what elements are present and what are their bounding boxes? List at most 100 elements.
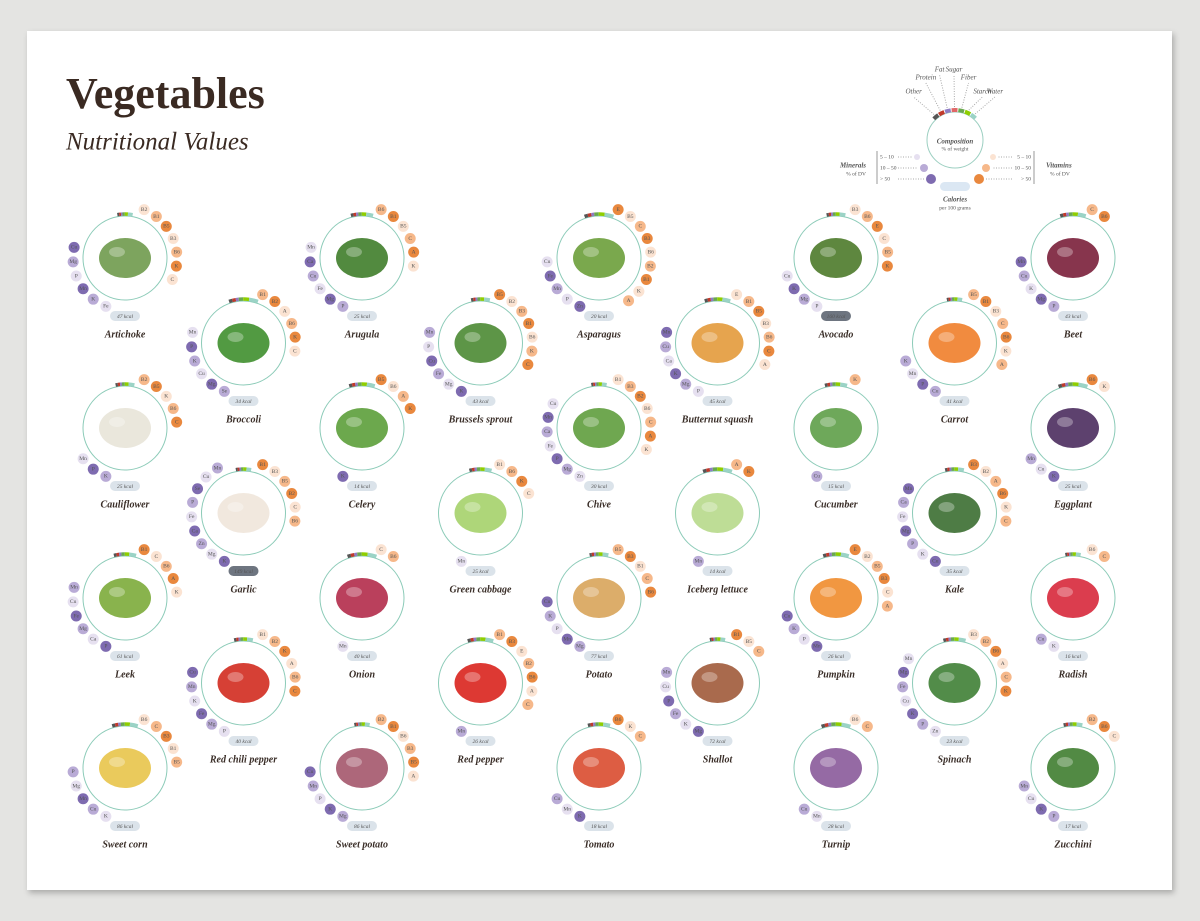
vitamin-dot	[404, 743, 416, 755]
vitamin-label: B1	[170, 746, 177, 752]
mineral-label: Mg	[563, 466, 571, 472]
mineral-label: P	[72, 769, 75, 775]
mineral-label: Cu	[429, 358, 436, 364]
composition-segment	[248, 297, 259, 304]
vitamin-dot	[645, 586, 657, 598]
vitamin-dot	[612, 204, 624, 216]
vitamin-label: B3	[509, 639, 516, 645]
vitamin-dot	[871, 220, 883, 232]
mineral-dot	[77, 283, 89, 295]
mineral-label: K	[104, 814, 108, 820]
mineral-dot	[661, 326, 673, 338]
mineral-dot	[660, 341, 672, 353]
legend-composition-unit: % of weight	[942, 145, 969, 152]
vitamin-dot	[645, 416, 657, 428]
legend-circle	[926, 111, 984, 169]
mineral-label: Cu	[189, 670, 196, 676]
vegetable-icon	[1047, 748, 1099, 788]
vitamin-dot	[522, 358, 534, 370]
vitamin-dot	[397, 730, 409, 742]
vitamin-label: C	[526, 362, 530, 368]
mineral-label: Mn	[553, 286, 561, 292]
vitamin-dot	[506, 466, 518, 478]
vitamin-label: E	[853, 547, 857, 553]
mineral-label: Cu	[1038, 636, 1045, 642]
legend-leader	[939, 74, 948, 109]
vitamin-dot	[640, 273, 652, 285]
legend-minerals: Minerals	[839, 162, 866, 170]
mineral-label: K	[328, 806, 332, 812]
composition-segment	[704, 298, 709, 303]
legend-level: 10 – 50	[880, 165, 897, 171]
vitamin-dot	[506, 296, 518, 308]
mineral-dot	[100, 470, 112, 482]
legend-leader	[913, 96, 935, 115]
kcal-label: 45 kcal	[709, 398, 726, 405]
mineral-dot	[1048, 300, 1060, 312]
composition-segment	[702, 468, 707, 474]
mineral-dot	[100, 640, 112, 652]
vegetable-icon-highlight	[820, 417, 836, 427]
vitamin-label: B5	[378, 377, 385, 383]
title: Vegetables	[66, 69, 265, 118]
kcal-label: 149 kcal	[234, 568, 253, 575]
vitamin-dot	[170, 260, 182, 272]
legend-calorie-pill	[940, 182, 970, 191]
mineral-dot	[186, 681, 198, 693]
composition-segment	[722, 297, 731, 303]
legend-leader	[925, 82, 941, 111]
vitamin-dot	[612, 544, 624, 556]
mineral-dot	[917, 378, 929, 390]
mineral-label: K	[1052, 474, 1056, 480]
mineral-dot	[898, 496, 910, 508]
vitamin-dot	[522, 698, 534, 710]
kcal-label: 28 kcal	[828, 824, 845, 830]
vitamin-label: K	[747, 469, 751, 475]
composition-segment	[114, 722, 119, 727]
mineral-dot	[692, 555, 704, 567]
vitamin-dot	[166, 273, 178, 285]
vitamin-dot	[397, 220, 409, 232]
mineral-label: K	[193, 698, 197, 704]
vitamin-dot	[494, 629, 506, 641]
kcal-pill	[228, 566, 259, 576]
vitamin-dot	[160, 220, 172, 232]
mineral-dot	[337, 470, 349, 482]
mineral-dot	[1025, 283, 1037, 295]
mineral-dot	[898, 666, 910, 678]
vitamin-dot	[397, 390, 409, 402]
vitamin-dot	[861, 211, 873, 223]
composition-segment	[840, 382, 848, 388]
vegetable-name: Eggplant	[1053, 499, 1093, 510]
mineral-label: P	[921, 721, 924, 727]
vitamin-dot	[849, 714, 861, 726]
mineral-label: K	[578, 814, 582, 820]
vitamin-label: C	[293, 348, 297, 354]
mineral-dot	[68, 581, 80, 593]
kcal-pill	[584, 481, 614, 491]
mineral-dot	[541, 256, 553, 268]
kcal-label: 25 kcal	[354, 314, 371, 320]
mineral-dot	[929, 555, 941, 567]
vitamin-label: B3	[407, 746, 414, 752]
legend-leader	[961, 82, 970, 108]
vitamin-dot	[849, 204, 861, 216]
vegetable-icon-highlight	[583, 587, 599, 597]
composition-segment	[246, 637, 254, 642]
vegetable-icon	[99, 748, 151, 788]
vegetable-icon	[691, 493, 744, 533]
composition-segment	[958, 637, 967, 643]
mineral-label: Fe	[900, 514, 906, 520]
vitamin-dot	[257, 629, 269, 641]
composition-segment	[346, 553, 352, 559]
composition-segment	[707, 297, 712, 302]
mineral-dot	[77, 623, 89, 635]
composition-segment	[127, 212, 133, 217]
mineral-label: Mn	[307, 245, 315, 251]
vitamin-label: C	[293, 688, 297, 694]
vegetable-icon	[573, 748, 625, 788]
vitamin-dot	[612, 374, 624, 386]
vitamin-label: B1	[643, 277, 650, 283]
mineral-label: P	[803, 636, 806, 642]
kcal-pill	[939, 736, 970, 746]
